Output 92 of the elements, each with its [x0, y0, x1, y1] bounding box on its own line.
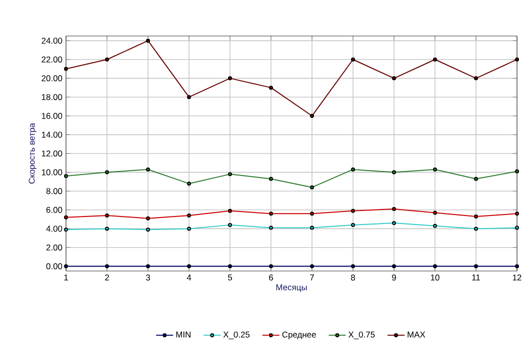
point	[64, 66, 68, 71]
point	[187, 95, 191, 100]
point	[433, 167, 437, 172]
point	[228, 208, 232, 213]
point	[310, 212, 314, 216]
x-tick-label: 1	[64, 274, 68, 280]
legend-label: X_0.75	[348, 332, 375, 340]
point	[105, 58, 109, 62]
legend-label: MAX	[408, 332, 426, 338]
x-tick-label: 8	[351, 274, 355, 281]
point	[64, 228, 68, 232]
point	[392, 264, 396, 268]
point	[515, 169, 519, 174]
point	[433, 224, 437, 228]
point	[474, 214, 478, 218]
y-tick-label: 18.00	[42, 94, 62, 100]
point	[105, 226, 109, 231]
point	[474, 226, 478, 231]
point	[269, 86, 273, 90]
point	[310, 226, 314, 230]
point	[64, 215, 68, 220]
point	[269, 226, 273, 230]
point	[433, 210, 437, 215]
point	[392, 76, 396, 80]
x-axis-title: Месяцы	[276, 284, 307, 292]
point	[105, 214, 109, 218]
point	[228, 76, 232, 80]
point	[310, 264, 314, 268]
y-tick-label: 20.00	[42, 75, 62, 82]
x-tick-label: 6	[269, 274, 273, 281]
point	[228, 222, 232, 227]
x-tick-label: 4	[186, 274, 192, 280]
point	[310, 185, 314, 190]
point	[351, 167, 355, 172]
point	[187, 264, 191, 268]
legend-label: MIN	[176, 332, 190, 338]
x-tick-label: 9	[392, 274, 396, 281]
x-tick-label: 12	[512, 274, 522, 280]
point	[105, 264, 109, 268]
point	[392, 170, 396, 174]
point	[515, 264, 519, 268]
legend-label: Среднее	[282, 332, 316, 340]
point	[146, 167, 150, 172]
point	[474, 76, 478, 80]
point	[351, 208, 355, 213]
y-tick-label: 8.00	[46, 188, 62, 194]
point	[146, 216, 150, 220]
point	[146, 264, 150, 268]
point	[310, 114, 314, 118]
point	[515, 58, 519, 62]
point	[146, 38, 150, 43]
point	[269, 212, 273, 216]
point	[228, 172, 232, 176]
point	[105, 170, 109, 174]
y-tick-label: 22.00	[42, 56, 62, 62]
point	[351, 222, 355, 227]
x-tick-label: 3	[146, 274, 150, 281]
y-tick-label: 12.00	[42, 150, 62, 156]
legend-label: X_0.25	[223, 332, 250, 340]
point	[64, 264, 68, 268]
x-tick-label: 10	[430, 274, 440, 281]
x-tick-label: 7	[310, 274, 314, 280]
point	[187, 226, 191, 231]
y-tick-label: 24.00	[42, 38, 62, 44]
point	[474, 264, 478, 268]
x-tick-label: 5	[228, 274, 232, 280]
y-tick-label: 0.00	[46, 263, 62, 270]
point	[392, 221, 396, 226]
point	[64, 174, 68, 178]
point	[187, 214, 191, 218]
y-tick-label: 6.00	[46, 206, 62, 213]
point	[228, 264, 232, 268]
y-tick-label: 16.00	[42, 112, 62, 119]
point	[515, 212, 519, 216]
point	[351, 58, 355, 62]
point	[146, 228, 150, 232]
x-tick-label: 11	[472, 274, 480, 280]
x-tick-label: 2	[105, 274, 109, 280]
point	[187, 182, 191, 186]
point	[351, 264, 355, 268]
y-tick-label: 4.00	[46, 226, 62, 232]
point	[433, 264, 437, 268]
point	[269, 264, 273, 268]
point	[269, 176, 273, 181]
y-axis-title: Скорость ветра	[28, 122, 36, 184]
y-tick-label: 14.00	[42, 132, 62, 138]
y-tick-label: 2.00	[46, 244, 62, 250]
y-tick-label: 10.00	[42, 169, 62, 176]
point	[392, 206, 396, 211]
point	[433, 58, 437, 62]
point	[474, 176, 478, 181]
point	[515, 226, 519, 230]
